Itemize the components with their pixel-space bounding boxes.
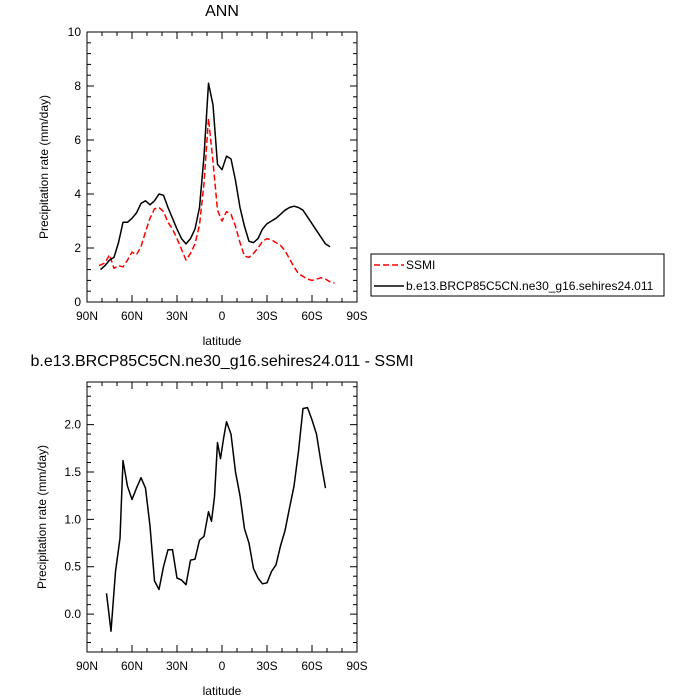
chart1-y-axis-label: Precipitation rate (mm/day) [37,95,51,239]
chart2-x-tick-label: 90S [346,659,367,673]
chart2-series-line-0 [105,406,327,632]
chart1-series-line-0 [98,117,335,284]
chart2-y-tick-label: 1.5 [64,465,81,479]
chart1-x-tick-label: 90S [346,309,367,323]
chart2-x-tick-label: 30N [166,659,188,673]
chart1-x-tick-label: 30N [166,309,188,323]
chart2-plot-frame [86,381,358,653]
legend-frame [370,253,665,297]
chart1-x-tick-label: 30S [256,309,277,323]
chart1-x-axis-label: latitude [203,334,242,348]
chart1-legend: SSMI b.e13.BRCP85C5CN.ne30_g16.sehires24… [370,253,665,297]
chart2-x-tick-label: 30S [256,659,277,673]
chart1-x-tick-label: 0 [219,309,226,323]
chart1-plot-frame [86,31,358,303]
chart1-x-tick-label: 60S [301,309,322,323]
chart2-x-tick-label: 60S [301,659,322,673]
chart1-y-tick-label: 4 [74,187,81,201]
chart2-title: b.e13.BRCP85C5CN.ne30_g16.sehires24.011 … [30,353,413,370]
chart2-y-tick-label: 2.0 [64,418,81,432]
legend-label-model: b.e13.BRCP85C5CN.ne30_g16.sehires24.011 [406,279,654,293]
chart1-x-tick-label: 90N [76,309,98,323]
chart2-x-tick-label: 90N [76,659,98,673]
chart1-y-tick-label: 8 [74,79,81,93]
chart2-y-tick-label: 1.0 [64,512,81,526]
chart2-x-tick-label: 60N [121,659,143,673]
chart1-y-tick-label: 0 [74,295,81,309]
chart1-series-line-1 [100,82,331,271]
chart1-x-tick-label: 60N [121,309,143,323]
chart2-y-axis-label: Precipitation rate (mm/day) [35,445,49,589]
chart1-y-tick-label: 10 [68,25,82,39]
chart2-x-axis-label: latitude [203,684,242,698]
chart2-y-tick-label: 0.0 [64,607,81,621]
chart2-x-tick-label: 0 [219,659,226,673]
legend-label-ssmi: SSMI [406,258,435,272]
chart1-y-tick-label: 6 [74,133,81,147]
chart2-y-tick-label: 0.5 [64,560,81,574]
chart1-title: ANN [205,3,239,20]
chart1-y-tick-label: 2 [74,241,81,255]
